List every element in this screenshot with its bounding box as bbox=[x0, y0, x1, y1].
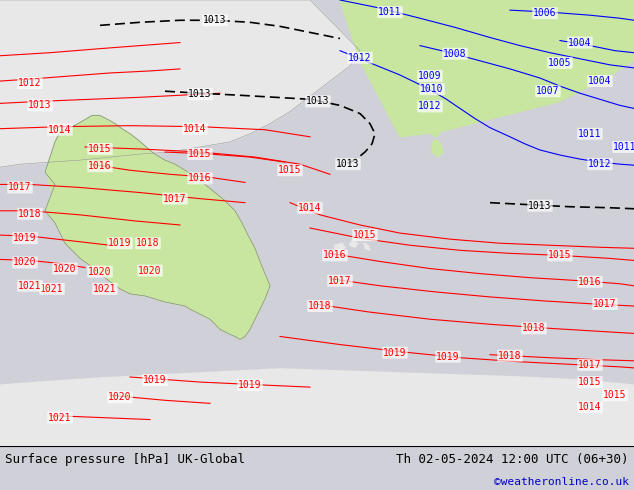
Text: 1021: 1021 bbox=[40, 284, 64, 294]
Text: 1018: 1018 bbox=[308, 301, 332, 311]
Text: 1016: 1016 bbox=[188, 173, 212, 183]
Text: 1016: 1016 bbox=[323, 250, 347, 260]
Polygon shape bbox=[48, 132, 80, 233]
Polygon shape bbox=[432, 140, 443, 157]
Text: 1015: 1015 bbox=[578, 377, 602, 387]
Polygon shape bbox=[0, 0, 360, 167]
Text: 1016: 1016 bbox=[578, 277, 602, 287]
Text: Th 02-05-2024 12:00 UTC (06+30): Th 02-05-2024 12:00 UTC (06+30) bbox=[396, 453, 629, 466]
Text: 1014: 1014 bbox=[298, 203, 321, 213]
Text: 1017: 1017 bbox=[328, 276, 352, 286]
Text: 1013: 1013 bbox=[204, 15, 227, 25]
Text: 1011: 1011 bbox=[578, 129, 602, 139]
Text: 1014: 1014 bbox=[183, 123, 207, 134]
Text: 1021: 1021 bbox=[93, 284, 117, 294]
Text: 1014: 1014 bbox=[48, 125, 72, 135]
Text: 1020: 1020 bbox=[138, 266, 162, 275]
Text: 1018: 1018 bbox=[18, 209, 42, 219]
Text: 1020: 1020 bbox=[13, 257, 37, 268]
Text: 1018: 1018 bbox=[498, 351, 522, 361]
Text: 1010: 1010 bbox=[420, 84, 444, 94]
Text: 1017: 1017 bbox=[593, 299, 617, 309]
Text: 1011: 1011 bbox=[378, 7, 402, 17]
Text: 1013: 1013 bbox=[336, 159, 359, 169]
Text: 1004: 1004 bbox=[588, 76, 612, 86]
Text: 1006: 1006 bbox=[533, 8, 557, 18]
Text: 1017: 1017 bbox=[163, 194, 187, 204]
Text: 1015: 1015 bbox=[603, 390, 627, 400]
Text: 1015: 1015 bbox=[278, 165, 302, 175]
Text: 1012: 1012 bbox=[588, 159, 612, 169]
Text: 1012: 1012 bbox=[18, 78, 42, 88]
Text: 1020: 1020 bbox=[88, 267, 112, 276]
Text: 1019: 1019 bbox=[383, 348, 407, 358]
Text: 1012: 1012 bbox=[348, 53, 372, 63]
Text: 1018: 1018 bbox=[136, 238, 160, 248]
Text: 1013: 1013 bbox=[29, 100, 52, 110]
Text: Surface pressure [hPa] UK-Global: Surface pressure [hPa] UK-Global bbox=[5, 453, 245, 466]
Text: 1019: 1019 bbox=[108, 238, 132, 248]
Text: 1015: 1015 bbox=[548, 250, 572, 260]
Text: 1020: 1020 bbox=[53, 264, 77, 273]
Text: 1018: 1018 bbox=[522, 323, 546, 333]
Text: 1008: 1008 bbox=[443, 49, 467, 59]
Text: 1014: 1014 bbox=[578, 402, 602, 413]
Polygon shape bbox=[0, 369, 634, 446]
Text: 1013: 1013 bbox=[306, 97, 330, 106]
Text: 1004: 1004 bbox=[568, 38, 592, 48]
Text: 1019: 1019 bbox=[13, 233, 37, 243]
Text: ©weatheronline.co.uk: ©weatheronline.co.uk bbox=[494, 477, 629, 487]
Text: 1017: 1017 bbox=[8, 182, 32, 193]
Text: 1015: 1015 bbox=[188, 149, 212, 159]
Text: 1021: 1021 bbox=[18, 281, 42, 291]
Text: 1019: 1019 bbox=[143, 375, 167, 385]
Text: 1020: 1020 bbox=[108, 392, 132, 402]
Text: 1017: 1017 bbox=[578, 360, 602, 370]
Text: 1012: 1012 bbox=[418, 101, 442, 111]
Text: 1007: 1007 bbox=[536, 86, 560, 96]
Text: 1015: 1015 bbox=[353, 230, 377, 240]
Text: 1015: 1015 bbox=[88, 144, 112, 154]
Polygon shape bbox=[430, 122, 440, 137]
Text: 1016: 1016 bbox=[88, 161, 112, 171]
Polygon shape bbox=[340, 0, 634, 137]
Polygon shape bbox=[335, 243, 345, 251]
Text: 1019: 1019 bbox=[238, 380, 262, 390]
Text: 1005: 1005 bbox=[548, 58, 572, 68]
Text: 1021: 1021 bbox=[48, 413, 72, 422]
Polygon shape bbox=[363, 243, 370, 250]
Polygon shape bbox=[45, 116, 270, 340]
Text: 1019: 1019 bbox=[436, 352, 460, 362]
Text: 1013: 1013 bbox=[528, 201, 552, 211]
Text: 1013: 1013 bbox=[188, 89, 212, 99]
Text: 1009: 1009 bbox=[418, 71, 442, 81]
Text: 1011: 1011 bbox=[613, 142, 634, 152]
Polygon shape bbox=[350, 241, 358, 247]
